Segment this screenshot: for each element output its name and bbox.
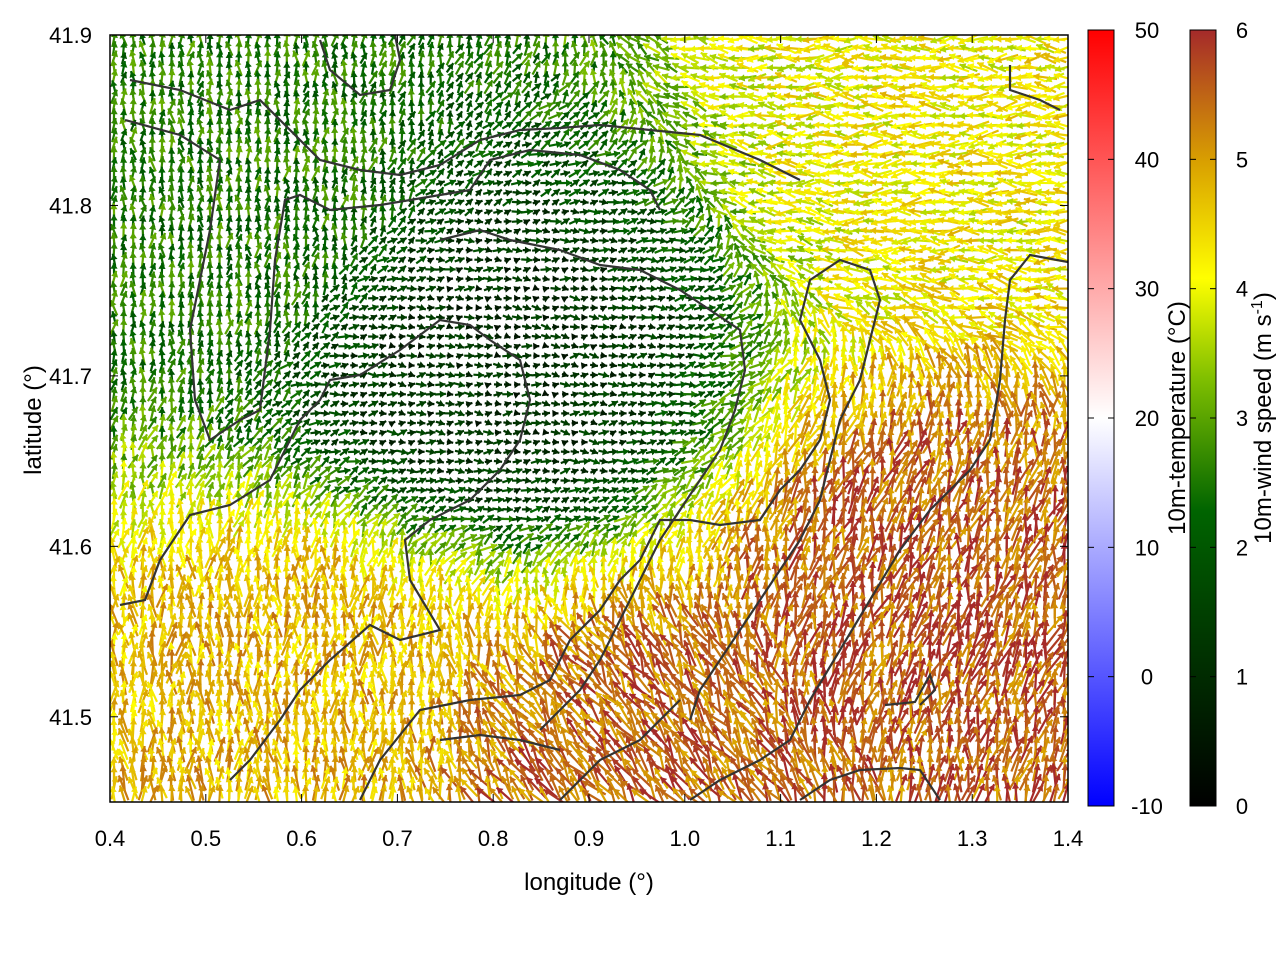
plot-area (108, 30, 1077, 812)
